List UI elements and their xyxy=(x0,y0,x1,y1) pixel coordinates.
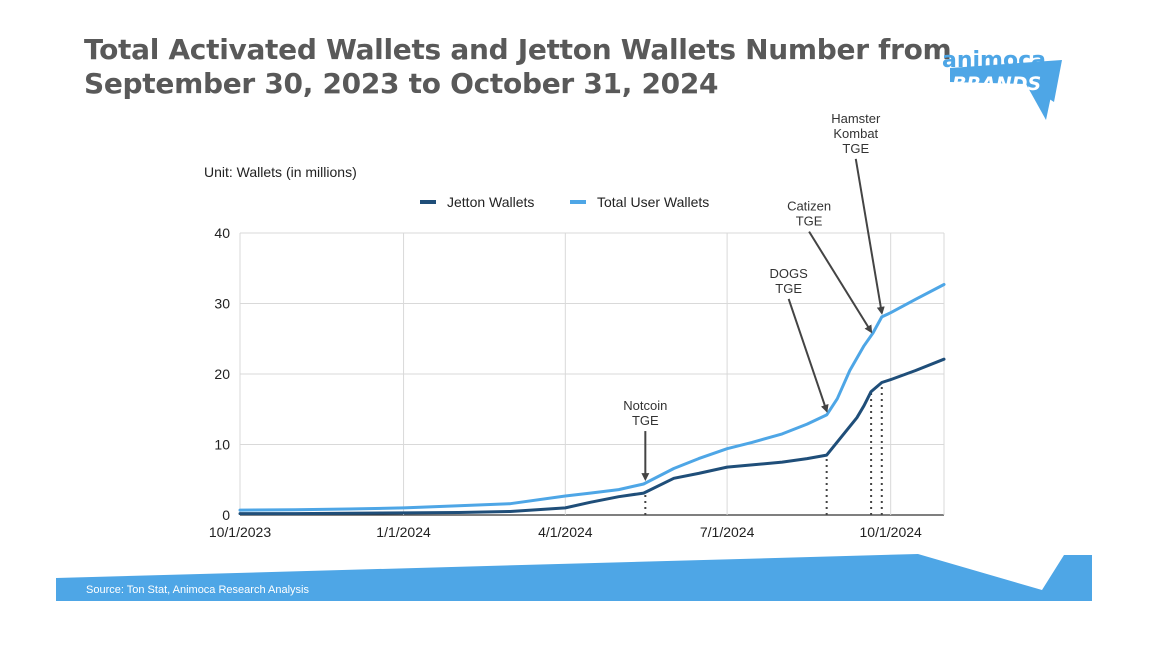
page-title: Total Activated Wallets and Jetton Walle… xyxy=(84,33,952,101)
annotation-label: TGE xyxy=(796,214,823,229)
x-tick-label: 10/1/2023 xyxy=(209,524,271,540)
x-tick-label: 7/1/2024 xyxy=(700,524,755,540)
source-note: Source: Ton Stat, Animoca Research Analy… xyxy=(86,584,309,596)
animoca-brands-logo: animoca BRANDS xyxy=(942,48,1062,120)
x-tick-label: 1/1/2024 xyxy=(376,524,431,540)
jetton-wallets-line xyxy=(238,357,946,516)
annotations: NotcoinTGEDOGSTGECatizenTGEHamsterKombat… xyxy=(623,111,885,482)
axes: 0 10 20 30 40 10/1/2023 1/1/2024 4/1/2024 7/1/20… xyxy=(209,225,922,540)
logo-banner-shape xyxy=(950,60,1062,102)
title-line-2: September 30, 2023 to October 31, 2024 xyxy=(84,67,719,100)
annotation-label: DOGS xyxy=(770,266,809,281)
annotation-label: TGE xyxy=(632,413,659,428)
x-tick-label: 4/1/2024 xyxy=(538,524,593,540)
grid xyxy=(239,232,945,516)
total-user-wallets-line xyxy=(238,283,946,512)
event-markers xyxy=(644,382,883,515)
annotation-arrow xyxy=(808,231,873,334)
annotation-label: Notcoin xyxy=(623,398,667,413)
y-tick-label: 40 xyxy=(214,225,230,241)
y-tick-label: 10 xyxy=(214,437,230,453)
logo-text-top: animoca xyxy=(942,48,1046,73)
annotation-arrow xyxy=(787,298,829,413)
title-line-1: Total Activated Wallets and Jetton Walle… xyxy=(84,33,952,66)
y-tick-label: 30 xyxy=(214,296,230,312)
annotation-label: Kombat xyxy=(833,126,878,141)
legend-label-jetton: Jetton Wallets xyxy=(447,194,534,210)
logo-tail-shape xyxy=(1026,82,1054,120)
footer-banner xyxy=(56,554,1092,601)
annotation-label: Hamster xyxy=(831,111,881,126)
legend-label-total: Total User Wallets xyxy=(597,194,709,210)
footer-band xyxy=(56,554,1092,601)
y-tick-label: 20 xyxy=(214,366,230,382)
annotation-label: TGE xyxy=(842,141,869,156)
annotation-label: TGE xyxy=(775,281,802,296)
y-tick-label: 0 xyxy=(222,507,230,523)
x-tick-label: 10/1/2024 xyxy=(860,524,922,540)
legend: Jetton Wallets Total User Wallets xyxy=(420,194,709,210)
annotation-arrow xyxy=(854,158,885,315)
logo-text-bottom: BRANDS xyxy=(952,73,1041,95)
series xyxy=(238,283,946,516)
unit-label: Unit: Wallets (in millions) xyxy=(204,164,357,180)
annotation-label: Catizen xyxy=(787,199,831,214)
